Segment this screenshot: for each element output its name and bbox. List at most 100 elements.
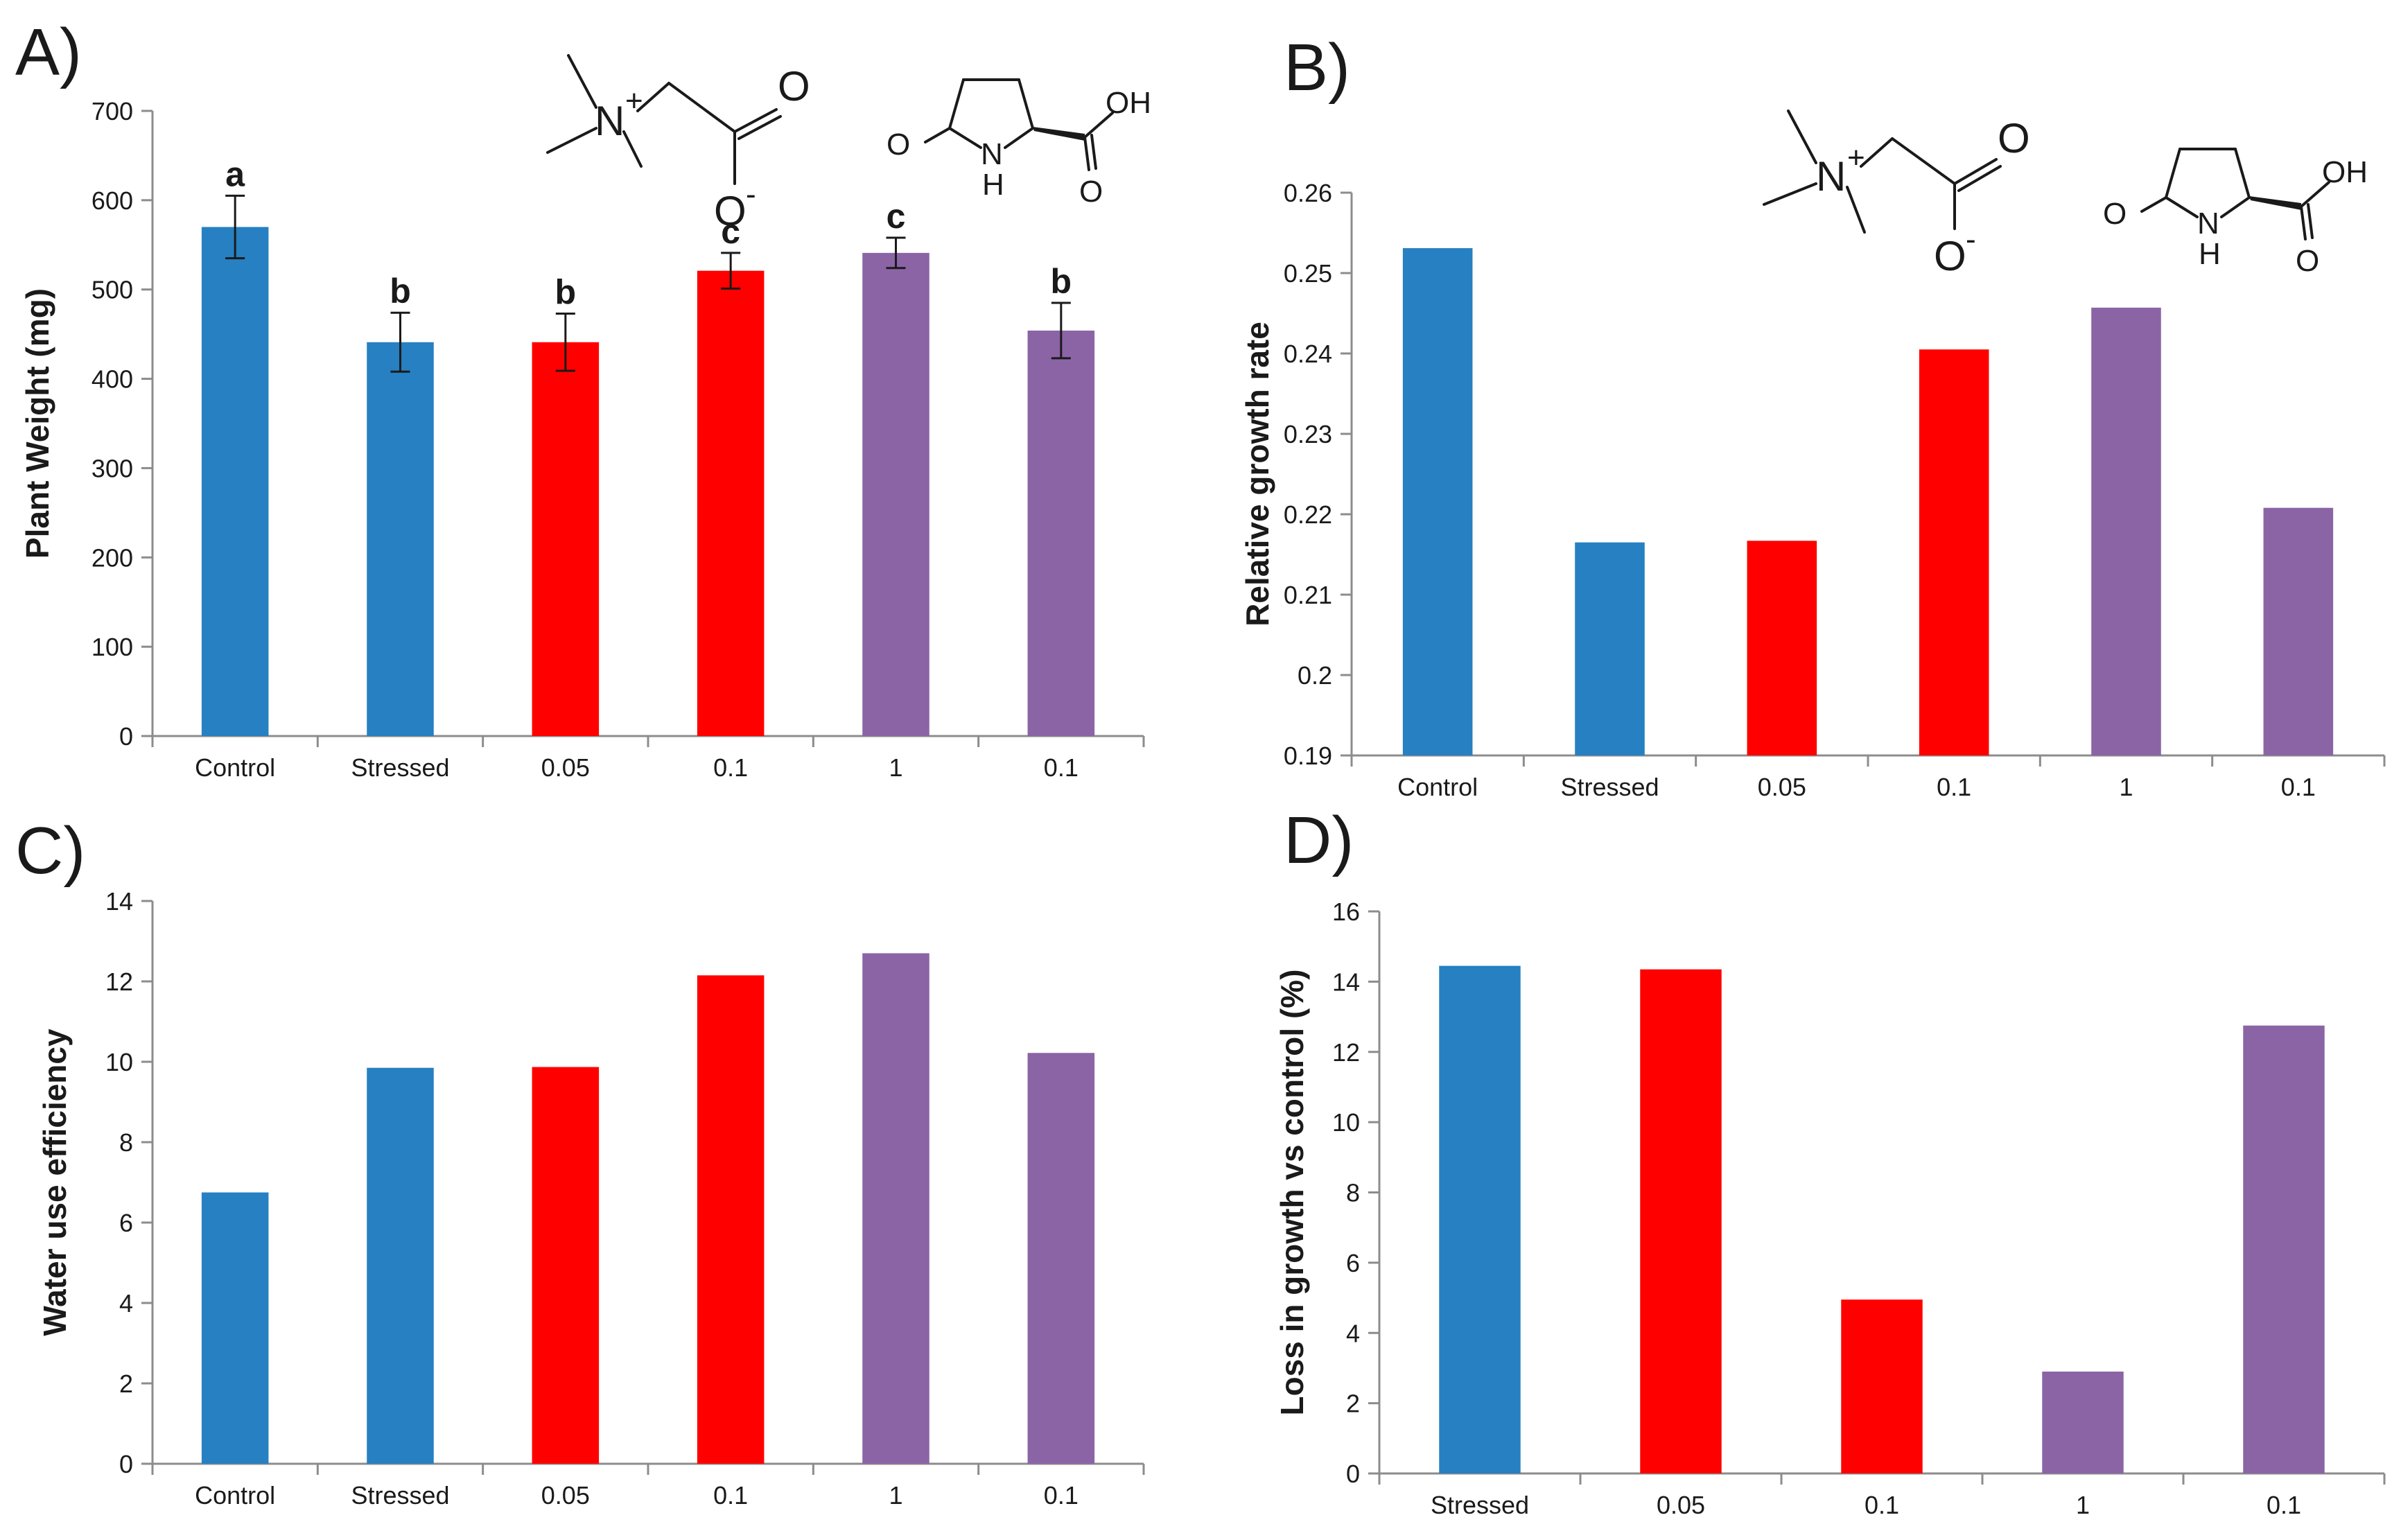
positive-charge: + xyxy=(1847,141,1865,175)
y-tick-label: 500 xyxy=(91,276,133,304)
significance-label: b xyxy=(390,272,411,310)
y-tick-label: 0.26 xyxy=(1284,179,1332,207)
bar xyxy=(367,1067,434,1464)
bar xyxy=(2243,1025,2325,1473)
chart-b: 0.19 0.2 0.21 0.22 0.23 0.24 0.25 0.26 Control St… xyxy=(1239,179,2386,801)
bar xyxy=(367,342,434,736)
x-category-label: Control xyxy=(195,1481,275,1510)
x-category-label: 0.1 xyxy=(1044,753,1079,782)
y-tick-label: 6 xyxy=(1346,1249,1360,1277)
bar xyxy=(1640,969,1722,1473)
pyroglutamic-acid-structure-a: O N H OH O xyxy=(887,78,1151,209)
y-tick-label: 0.2 xyxy=(1298,661,1332,690)
bar xyxy=(2042,1372,2124,1473)
x-category-label: Stressed xyxy=(351,753,449,782)
x-category-label: 0.1 xyxy=(1865,1491,1899,1519)
bar xyxy=(862,252,929,737)
y-tick-label: 400 xyxy=(91,365,133,394)
negative-charge: - xyxy=(1966,222,1976,256)
y-tick-label: 4 xyxy=(119,1289,133,1318)
y-tick-label: 0 xyxy=(119,1450,133,1478)
x-category-label: Control xyxy=(195,753,275,782)
bar xyxy=(532,1067,600,1464)
x-category-label: Stressed xyxy=(1560,773,1659,801)
bar xyxy=(1439,965,1521,1473)
significance-label: a xyxy=(225,155,245,193)
ring-nitrogen: N xyxy=(981,137,1003,171)
oxo-oxygen: O xyxy=(2103,197,2127,231)
carbonyl-oxygen: O xyxy=(2296,244,2319,278)
y-tick-label: 8 xyxy=(1346,1179,1360,1207)
y-tick-label: 0.24 xyxy=(1284,340,1332,368)
y-axis-title: Plant Weight (mg) xyxy=(19,288,55,559)
panel-a-label: A) xyxy=(15,15,82,89)
x-category-label: 0.05 xyxy=(541,753,590,782)
panel-d-label: D) xyxy=(1284,803,1354,877)
oxygen-double-atom: O xyxy=(1998,115,2030,161)
bar xyxy=(201,227,269,736)
x-category-label: 0.1 xyxy=(1937,773,1971,801)
y-tick-label: 0 xyxy=(119,722,133,751)
bar xyxy=(201,1192,269,1464)
ring-hydrogen: H xyxy=(982,168,1004,202)
carbonyl-oxygen: O xyxy=(1079,175,1103,209)
oxygen-double-atom: O xyxy=(778,63,810,110)
y-tick-label: 0.21 xyxy=(1284,581,1332,609)
oxo-oxygen: O xyxy=(887,128,910,161)
y-tick-label: 14 xyxy=(105,887,133,916)
x-category-label: Stressed xyxy=(1431,1491,1529,1519)
panel-c-label: C) xyxy=(15,814,85,888)
bar xyxy=(1841,1300,1923,1473)
y-tick-label: 6 xyxy=(119,1209,133,1237)
y-tick-label: 10 xyxy=(1332,1108,1360,1137)
y-tick-label: 100 xyxy=(91,633,133,661)
x-category-label: 1 xyxy=(889,1481,902,1510)
y-tick-label: 2 xyxy=(119,1370,133,1398)
x-category-label: 0.1 xyxy=(713,1481,748,1510)
y-tick-label: 8 xyxy=(119,1128,133,1157)
y-tick-label: 2 xyxy=(1346,1390,1360,1418)
y-tick-label: 0.23 xyxy=(1284,420,1332,448)
y-tick-label: 600 xyxy=(91,186,133,215)
bar xyxy=(1919,349,1989,755)
glycine-betaine-structure-a: N + O O - xyxy=(546,54,810,234)
significance-label: b xyxy=(555,273,577,312)
y-tick-label: 12 xyxy=(105,968,133,996)
glycine-betaine-structure-b: N + O O - xyxy=(1763,110,2030,279)
significance-label: b xyxy=(1051,262,1072,301)
oxygen-anion-atom: O xyxy=(714,188,747,234)
y-tick-label: 700 xyxy=(91,97,133,125)
y-tick-label: 0.19 xyxy=(1284,742,1332,770)
y-axis-title: Relative growth rate xyxy=(1239,322,1275,627)
bar xyxy=(1747,541,1817,755)
positive-charge: + xyxy=(625,84,643,118)
x-category-label: 0.05 xyxy=(1657,1491,1705,1519)
negative-charge: - xyxy=(746,177,756,211)
y-tick-label: 16 xyxy=(1332,898,1360,926)
significance-label: c xyxy=(721,212,740,251)
x-category-label: 0.1 xyxy=(2281,773,2316,801)
bar xyxy=(697,270,765,736)
nitrogen-atom: N xyxy=(595,98,625,144)
y-tick-label: 0 xyxy=(1346,1460,1360,1488)
x-category-label: 0.1 xyxy=(1044,1481,1079,1510)
bar xyxy=(862,953,929,1464)
x-category-label: 1 xyxy=(2119,773,2133,801)
y-tick-label: 0.25 xyxy=(1284,259,1332,288)
y-axis-title: Loss in growth vs control (%) xyxy=(1274,969,1310,1415)
panel-b-label: B) xyxy=(1284,30,1350,105)
x-category-label: 1 xyxy=(2076,1491,2090,1519)
bar xyxy=(532,342,600,736)
y-axis-title: Water use efficiency xyxy=(37,1029,73,1336)
x-category-label: 0.1 xyxy=(713,753,748,782)
y-tick-label: 0.22 xyxy=(1284,500,1332,529)
x-category-label: Stressed xyxy=(351,1481,449,1510)
chart-c: 0 2 4 6 8 10 12 14 Control Stressed 0.05 0.1 1 0.1 Wat… xyxy=(37,887,1145,1510)
bar xyxy=(697,975,765,1464)
bar xyxy=(2263,507,2334,755)
x-category-label: 1 xyxy=(889,753,902,782)
y-tick-label: 300 xyxy=(91,454,133,482)
x-category-label: 0.1 xyxy=(2267,1491,2301,1519)
x-category-label: 0.05 xyxy=(1758,773,1806,801)
